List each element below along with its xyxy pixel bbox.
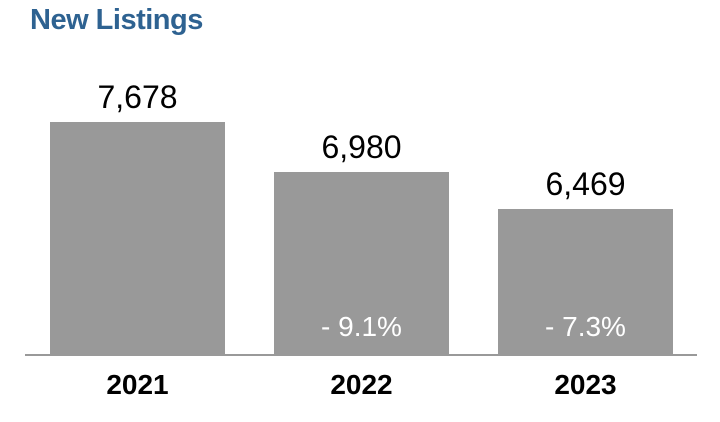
bar-2023 [498, 209, 673, 354]
value-label-2023: 6,469 [545, 166, 626, 202]
year-label-2022: 2022 [330, 369, 393, 400]
value-label-2022: 6,980 [321, 129, 402, 165]
bar-2022 [274, 172, 449, 354]
chart-title: New Listings [30, 4, 203, 36]
year-label-2021: 2021 [106, 369, 169, 400]
pct-change-label-2023: - 7.3% [545, 311, 626, 342]
pct-change-label-2022: - 9.1% [321, 311, 402, 342]
x-axis-line [25, 354, 697, 356]
value-label-2021: 7,678 [97, 79, 178, 115]
year-label-2023: 2023 [554, 369, 617, 400]
bar-2021 [50, 122, 225, 354]
